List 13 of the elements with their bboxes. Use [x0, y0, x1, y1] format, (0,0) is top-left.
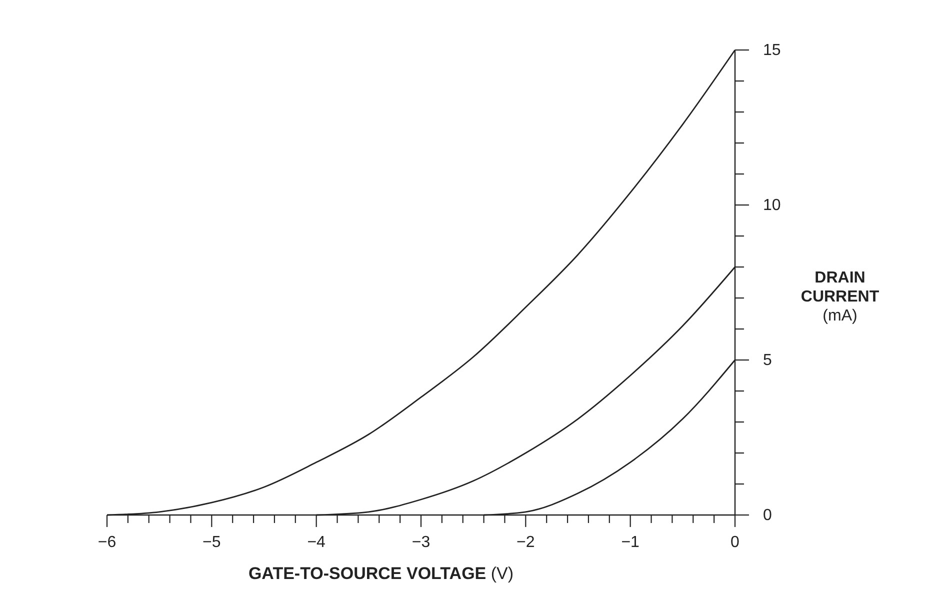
y-tick-label: 5 [763, 352, 772, 369]
x-tick-label: −4 [307, 534, 326, 551]
y-tick-label: 0 [763, 507, 772, 524]
x-tick-label: −5 [202, 534, 221, 551]
x-tick-label: −1 [621, 534, 640, 551]
x-tick-label: −6 [98, 534, 116, 551]
x-tick-label: 0 [730, 534, 740, 551]
y-tick-label: 15 [763, 42, 781, 59]
x-tick-label: −3 [412, 534, 430, 551]
x-axis-title: GATE-TO-SOURCE VOLTAGE (V) [248, 564, 514, 583]
x-tick-label: −2 [516, 534, 535, 551]
y-tick-label: 10 [763, 197, 781, 214]
y-axis-title: DRAIN CURRENT (mA) [800, 270, 880, 324]
